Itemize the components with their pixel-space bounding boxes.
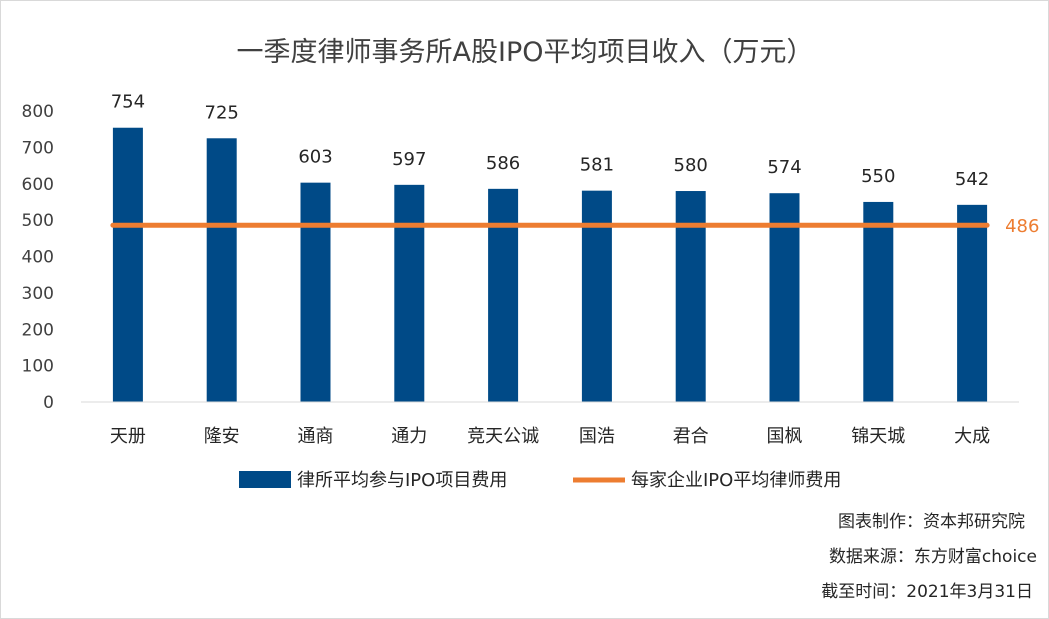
y-tick-label: 200 — [22, 320, 54, 340]
y-tick-label: 600 — [22, 175, 54, 195]
data-label: 603 — [298, 147, 332, 168]
bar — [206, 138, 237, 402]
data-label: 754 — [111, 92, 145, 113]
y-tick-label: 500 — [22, 211, 54, 231]
y-axis: 0 100 200 300 400 500 600 700 800 — [22, 102, 54, 413]
bar — [769, 193, 800, 402]
x-tick-label: 君合 — [673, 426, 709, 447]
y-tick-label: 400 — [22, 248, 54, 268]
x-tick-label: 通商 — [298, 426, 334, 447]
y-tick-label: 300 — [22, 284, 54, 304]
bar — [957, 204, 988, 402]
data-label: 597 — [392, 149, 426, 170]
x-tick-label: 锦天城 — [851, 426, 905, 447]
footer-date: 截至时间：2021年3月31日 — [821, 582, 1033, 602]
data-label: 574 — [767, 157, 801, 178]
bar — [112, 127, 143, 403]
legend: 律所平均参与IPO项目费用 每家企业IPO平均律师费用 — [239, 470, 841, 491]
bar — [863, 201, 894, 402]
legend-bar-label: 律所平均参与IPO项目费用 — [297, 470, 507, 491]
x-tick-label: 通力 — [391, 426, 427, 447]
legend-bar-swatch — [239, 471, 291, 488]
bar — [394, 184, 425, 402]
data-labels: 754 725 603 597 586 581 580 574 550 542 — [111, 92, 990, 190]
y-tick-label: 800 — [22, 102, 54, 122]
data-label: 542 — [955, 169, 989, 190]
x-axis: 天册 隆安 通商 通力 竞天公诚 国浩 君合 国枫 锦天城 大成 — [81, 401, 1019, 447]
y-tick-label: 700 — [22, 138, 54, 158]
bar — [581, 190, 612, 402]
y-tick-label: 100 — [22, 357, 54, 377]
data-label: 725 — [205, 102, 239, 123]
data-label: 586 — [486, 153, 520, 174]
x-tick-label: 国浩 — [579, 426, 615, 447]
bar — [675, 191, 706, 402]
data-label: 550 — [861, 166, 895, 187]
bar — [488, 188, 519, 402]
data-label: 581 — [580, 155, 614, 176]
x-tick-label: 竞天公诚 — [467, 426, 539, 447]
x-tick-label: 天册 — [110, 426, 146, 447]
chart-title: 一季度律师事务所A股IPO平均项目收入（万元） — [237, 37, 814, 68]
footer-made-by: 图表制作：资本邦研究院 — [838, 512, 1025, 532]
legend-line-label: 每家企业IPO平均律师费用 — [631, 470, 841, 491]
bars — [112, 127, 988, 403]
reference-line-label: 486 — [1005, 216, 1039, 237]
footer-source: 数据来源：东方财富choice — [829, 547, 1037, 567]
x-tick-label: 隆安 — [204, 426, 240, 447]
x-tick-label: 国枫 — [767, 426, 803, 447]
data-label: 580 — [674, 155, 708, 176]
x-tick-label: 大成 — [954, 426, 990, 447]
bar — [300, 182, 331, 402]
footer: 图表制作：资本邦研究院 数据来源：东方财富choice 截至时间：2021年3月… — [821, 512, 1037, 602]
y-tick-label: 0 — [43, 393, 54, 413]
reference-line-group: 486 — [110, 216, 1039, 237]
